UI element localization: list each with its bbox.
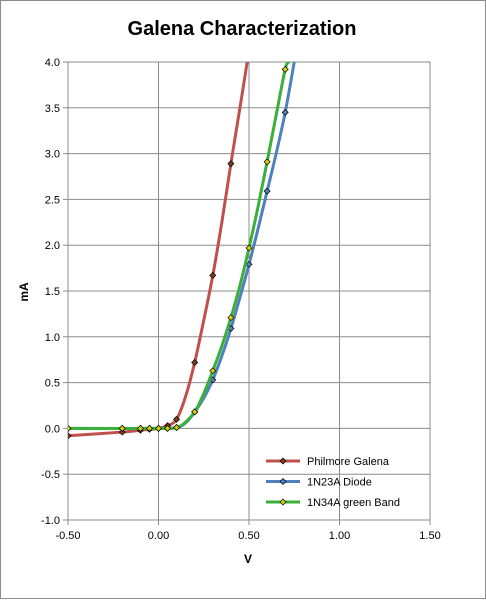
data-point-1n34a-green-band: [155, 424, 162, 432]
data-point-1n34a-green-band: [173, 423, 181, 431]
y-tick-label: 4.0: [45, 57, 60, 69]
legend-item-1n23a-diode: 1N23A Diode: [266, 477, 372, 489]
x-tick-label: -0.50: [55, 530, 80, 542]
data-point-1n34a-green-band: [281, 65, 289, 73]
data-point-1n34a-green-band: [68, 424, 72, 432]
data-point-1n23a-diode: [263, 187, 271, 195]
y-tick-label: 1.5: [45, 286, 60, 298]
axis-layer: -1.0 -0.5 0.0 0.5 1.0 1.5 2.0 2.5 3.0 3.5 4.0 -0.50…: [41, 57, 441, 542]
legend: Philmore Galena 1N23A Diode 1N34A green Ba…: [266, 456, 400, 509]
legend-label-1n23a-diode: 1N23A Diode: [307, 477, 372, 489]
series-line-1n34a-green-band: [68, 62, 291, 430]
y-tick-label: 3.5: [45, 103, 60, 115]
data-point-1n23a-diode: [281, 108, 289, 116]
legend-item-philmore-galena: Philmore Galena: [266, 456, 390, 468]
data-point-philmore-galena: [68, 432, 72, 440]
data-point-1n34a-green-band: [164, 424, 172, 432]
series-layer: [68, 62, 296, 440]
data-point-1n23a-diode: [245, 260, 253, 268]
data-point-philmore-galena: [173, 415, 181, 423]
y-tick-label: 0.5: [45, 378, 60, 390]
data-point-philmore-galena: [227, 160, 235, 168]
legend-label-philmore-galena: Philmore Galena: [307, 456, 390, 468]
y-tick-label: -1.0: [41, 515, 60, 527]
legend-marker-1n34a-green-band: [279, 498, 287, 506]
data-point-1n34a-green-band: [191, 408, 199, 416]
data-point-philmore-galena: [118, 428, 126, 436]
legend-item-1n34a-green-band: 1N34A green Band: [266, 497, 400, 509]
y-tick-label: 3.0: [45, 149, 60, 161]
y-tick-label: 2.0: [45, 240, 60, 252]
legend-marker-1n23a-diode: [279, 478, 287, 485]
data-point-1n34a-green-band: [136, 424, 144, 432]
y-tick-label: -0.5: [41, 469, 60, 481]
series-1n34a-green-band: [68, 62, 291, 432]
data-point-1n34a-green-band: [145, 424, 153, 432]
data-point-1n34a-green-band: [227, 314, 235, 322]
grid-layer: [67, 61, 431, 521]
y-tick-label: 2.5: [45, 194, 60, 206]
y-axis-title: mA: [17, 282, 31, 302]
legend-marker-philmore-galena: [279, 457, 287, 465]
data-point-1n34a-green-band: [118, 424, 126, 432]
y-tick-label: 0.0: [45, 423, 60, 435]
x-tick-label: 0.50: [238, 530, 259, 542]
data-point-philmore-galena: [191, 358, 199, 366]
x-axis-title: V: [244, 552, 252, 566]
data-point-1n34a-green-band: [209, 367, 217, 375]
data-point-1n34a-green-band: [245, 244, 253, 252]
y-tick-label: 1.0: [45, 332, 60, 344]
legend-label-1n34a-green-band: 1N34A green Band: [307, 497, 400, 509]
x-tick-label: 1.50: [419, 530, 440, 542]
x-tick-label: 0.00: [148, 530, 169, 542]
x-tick-label: 1.00: [329, 530, 350, 542]
data-point-philmore-galena: [209, 271, 217, 279]
data-point-1n34a-green-band: [263, 158, 271, 166]
chart-title: Galena Characterization: [128, 18, 357, 40]
